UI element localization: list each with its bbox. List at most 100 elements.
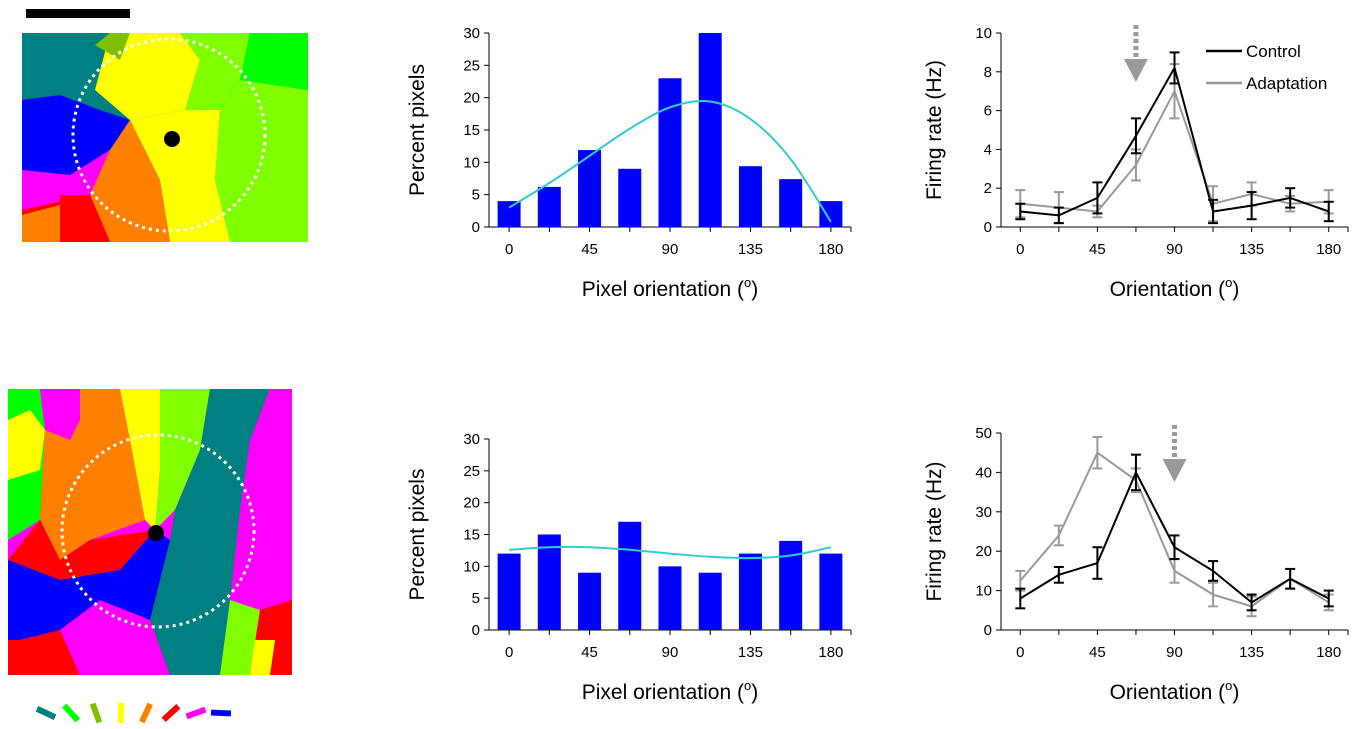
x-tick-label: 180	[1316, 241, 1341, 258]
y-tick-label: 10	[463, 154, 480, 171]
legend-label: Adaptation	[1246, 74, 1327, 93]
x-tick-label: 180	[1316, 644, 1341, 661]
x-tick-label: 45	[581, 644, 598, 661]
y-axis-label: Firing rate (Hz)	[923, 60, 946, 200]
y-tick-label: 40	[975, 464, 992, 481]
orientation-key-bar	[118, 703, 125, 723]
x-tick-label: 180	[818, 644, 843, 661]
y-tick-label: 2	[984, 180, 992, 197]
x-tick-label: 45	[1089, 644, 1106, 661]
y-axis-label: Firing rate (Hz)	[923, 461, 946, 601]
x-axis-label-text: Pixel orientation (	[582, 681, 744, 704]
y-tick-label: 30	[463, 431, 480, 448]
x-tick-label: 135	[1239, 241, 1264, 258]
y-axis-label: Percent pixels	[406, 64, 429, 196]
adaptation-arrow-head	[1163, 459, 1187, 482]
histogram-bar	[779, 179, 802, 227]
histogram-bar	[618, 522, 641, 630]
histogram-bar	[498, 201, 521, 227]
y-tick-label: 30	[975, 504, 992, 521]
scale-bar	[26, 9, 130, 18]
histogram-bar	[659, 78, 682, 227]
x-axis-label: Orientation (o)	[1110, 275, 1240, 301]
y-tick-label: 25	[463, 463, 480, 480]
x-axis-label-text: Orientation (	[1110, 681, 1226, 704]
x-tick-label: 90	[1166, 644, 1183, 661]
tuning-curve-bottom: 0 10 20 30 40 50 0 45 90 135 180 Orientation (o) Fir…	[923, 425, 1348, 704]
y-tick-label: 0	[472, 622, 480, 639]
x-axis-label: Pixel orientation (o)	[582, 275, 758, 301]
y-tick-label: 10	[975, 583, 992, 600]
y-tick-label: 30	[463, 25, 480, 42]
y-tick-label: 0	[472, 219, 480, 236]
recording-site-dot	[164, 131, 180, 147]
x-axis-label-degree: o	[1225, 275, 1232, 290]
y-tick-label: 5	[472, 590, 480, 607]
y-tick-label: 8	[984, 64, 992, 81]
x-axis-label-close: )	[751, 681, 758, 704]
x-axis-label-text: Orientation (	[1110, 278, 1226, 301]
x-tick-label: 0	[1016, 644, 1024, 661]
x-tick-label: 135	[738, 644, 763, 661]
recording-site-dot	[148, 525, 164, 541]
x-tick-label: 0	[505, 241, 513, 258]
histogram-bar	[819, 201, 842, 227]
orientation-key-bar	[36, 706, 57, 720]
orientation-key-bar	[139, 703, 153, 724]
x-axis-label-text: Pixel orientation (	[582, 278, 744, 301]
y-tick-label: 50	[975, 425, 992, 442]
x-tick-label: 90	[662, 644, 679, 661]
histogram-bar	[538, 535, 561, 631]
x-tick-label: 180	[818, 241, 843, 258]
y-tick-label: 0	[984, 219, 992, 236]
x-tick-label: 0	[1016, 241, 1024, 258]
orientation-color-key	[36, 703, 231, 724]
x-axis-label-degree: o	[744, 678, 751, 693]
histogram-bar	[538, 187, 561, 227]
adaptation-arrow-head	[1124, 59, 1148, 82]
y-tick-label: 5	[472, 187, 480, 204]
histogram-bottom: 0 5 10 15 20 25 30 0 45 90 135 180 Pixel orientation…	[406, 431, 851, 704]
histogram-bar	[699, 573, 722, 630]
y-tick-label: 6	[984, 103, 992, 120]
x-tick-label: 0	[505, 644, 513, 661]
x-axis-label-close: )	[1232, 278, 1239, 301]
orientation-key-bar	[162, 704, 181, 722]
x-tick-label: 135	[1239, 644, 1264, 661]
x-tick-label: 135	[738, 241, 763, 258]
orientation-key-bar	[211, 710, 231, 717]
y-tick-label: 15	[463, 122, 480, 139]
legend-label: Control	[1246, 42, 1301, 61]
orientation-key-bar	[62, 704, 80, 723]
x-axis-label-close: )	[1232, 681, 1239, 704]
x-axis-label-degree: o	[744, 275, 751, 290]
y-tick-label: 20	[463, 495, 480, 512]
y-tick-label: 10	[463, 558, 480, 575]
y-tick-label: 20	[463, 90, 480, 107]
x-axis-label: Pixel orientation (o)	[582, 678, 758, 704]
histogram-bar	[739, 554, 762, 630]
y-tick-label: 20	[975, 543, 992, 560]
y-tick-label: 4	[984, 141, 992, 158]
orientation-key-bar	[90, 703, 102, 724]
x-axis-label-degree: o	[1225, 678, 1232, 693]
histogram-bar	[578, 573, 601, 630]
x-tick-label: 45	[581, 241, 598, 258]
histogram-bar	[739, 166, 762, 227]
histogram-bar	[618, 169, 641, 227]
y-axis-label: Percent pixels	[406, 469, 429, 601]
y-tick-label: 10	[975, 25, 992, 42]
histogram-bar	[659, 566, 682, 630]
x-tick-label: 90	[1166, 241, 1183, 258]
x-tick-label: 45	[1089, 241, 1106, 258]
y-tick-label: 0	[984, 622, 992, 639]
histogram-bar	[819, 554, 842, 630]
tuning-curve-top: 0 2 4 6 8 10 0 45 90 135 180 Orientation (o) Firing …	[923, 25, 1348, 301]
histogram-bar	[699, 33, 722, 227]
x-axis-label-close: )	[751, 278, 758, 301]
x-axis-label: Orientation (o)	[1110, 678, 1240, 704]
histogram-top: 0510152025300 45 90 135 180Pixel orientation…	[406, 25, 851, 301]
x-tick-label: 90	[662, 241, 679, 258]
histogram-bar	[498, 554, 521, 630]
orientation-key-bar	[186, 707, 207, 719]
